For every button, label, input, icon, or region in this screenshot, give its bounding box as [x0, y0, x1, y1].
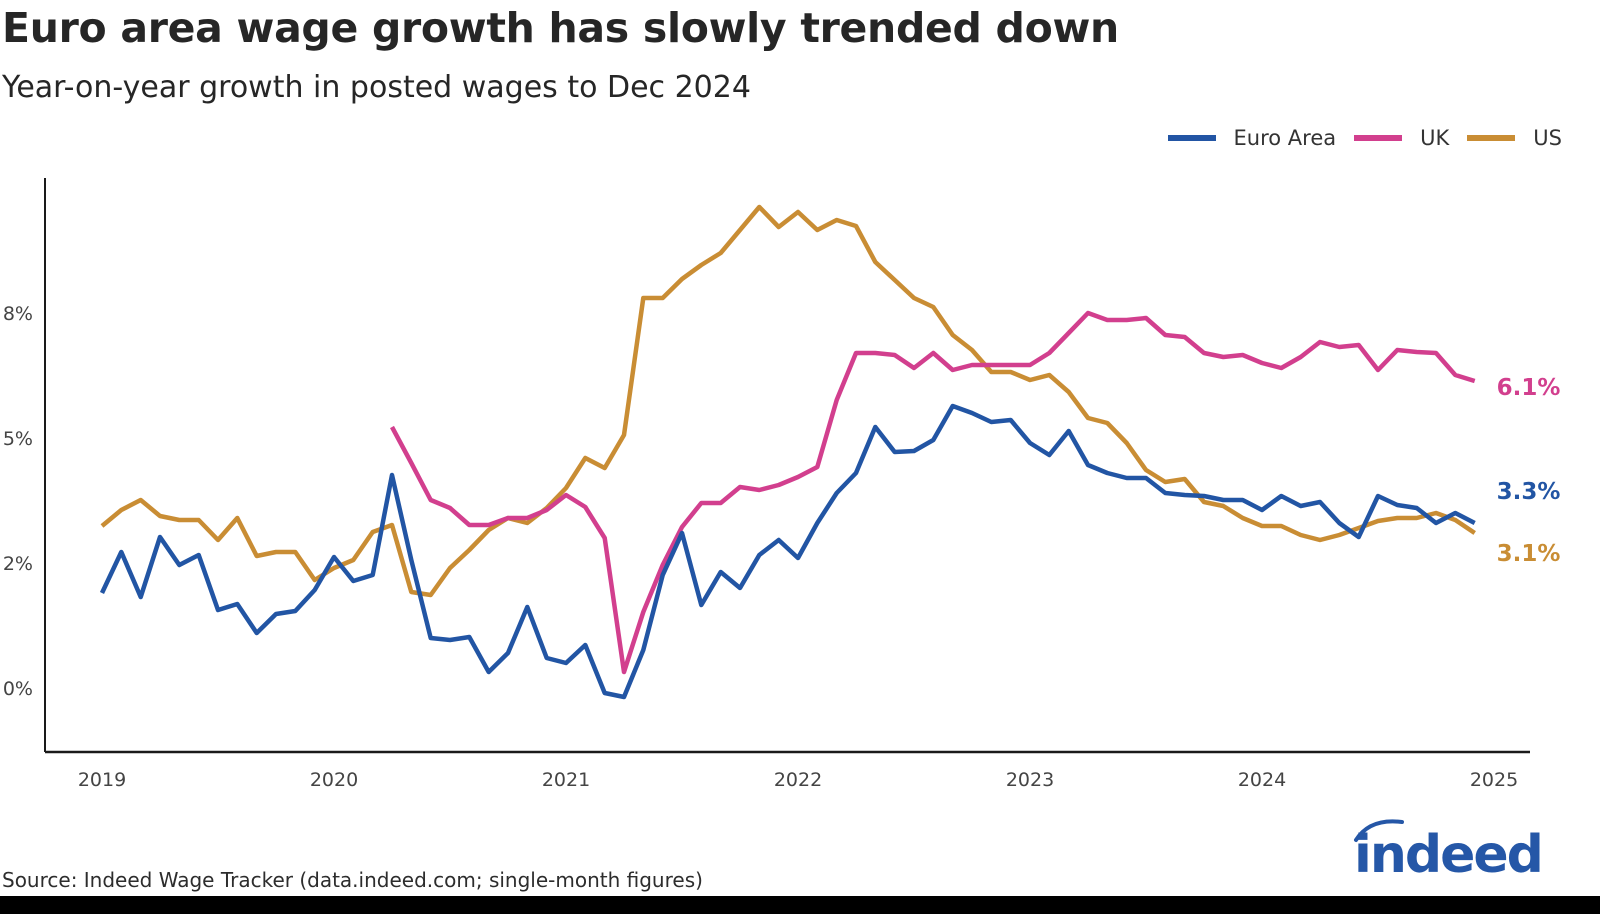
legend-item-uk: UK	[1354, 126, 1449, 150]
series-line-uk	[390, 310, 1476, 675]
y-tick-label: 8%	[3, 303, 33, 325]
legend-swatch-us	[1467, 135, 1516, 141]
end-label-uk: 6.1%	[1497, 375, 1561, 401]
chart-title: Euro area wage growth has slowly trended…	[2, 4, 1119, 52]
x-tick-label: 2023	[1006, 769, 1054, 791]
legend-swatch-uk	[1354, 135, 1403, 141]
source-note: Source: Indeed Wage Tracker (data.indeed…	[2, 868, 703, 892]
series-line-euro	[99, 403, 1476, 700]
legend-item-euro-area: Euro Area	[1167, 126, 1337, 150]
y-tick-label: 5%	[3, 428, 33, 450]
x-tick-label: 2022	[774, 769, 822, 791]
y-tick-labels: 0% 2% 5% 8%	[3, 303, 33, 700]
end-label-us: 3.1%	[1497, 541, 1561, 567]
series-lines	[99, 204, 1476, 700]
x-tick-labels: 2019 2020 2021 2022 2023 2024 2025	[78, 769, 1518, 791]
legend-swatch-euro-area	[1167, 135, 1216, 141]
indeed-logo-icon: indeed	[1354, 819, 1544, 885]
legend-label-euro-area: Euro Area	[1233, 126, 1337, 150]
legend-item-us: US	[1467, 126, 1562, 150]
bottom-bar	[0, 896, 1600, 914]
x-tick-label: 2024	[1238, 769, 1286, 791]
indeed-logo: indeed	[1350, 814, 1544, 885]
chart-subtitle: Year-on-year growth in posted wages to D…	[2, 70, 751, 105]
end-label-euro: 3.3%	[1497, 479, 1561, 505]
x-tick-label: 2025	[1470, 769, 1518, 791]
series-line-us	[100, 204, 1476, 598]
x-tick-label: 2020	[310, 769, 358, 791]
x-tick-label: 2019	[78, 769, 126, 791]
y-tick-label: 2%	[3, 553, 33, 575]
logo-wordmark: indeed	[1354, 825, 1540, 878]
x-tick-label: 2021	[542, 769, 590, 791]
axes	[44, 178, 1530, 754]
end-labels: 3.3% 6.1% 3.1%	[1497, 375, 1561, 567]
legend: Euro Area UK US	[1150, 126, 1562, 150]
legend-label-uk: UK	[1420, 126, 1450, 150]
y-tick-label: 0%	[3, 678, 33, 700]
legend-label-us: US	[1533, 126, 1562, 150]
